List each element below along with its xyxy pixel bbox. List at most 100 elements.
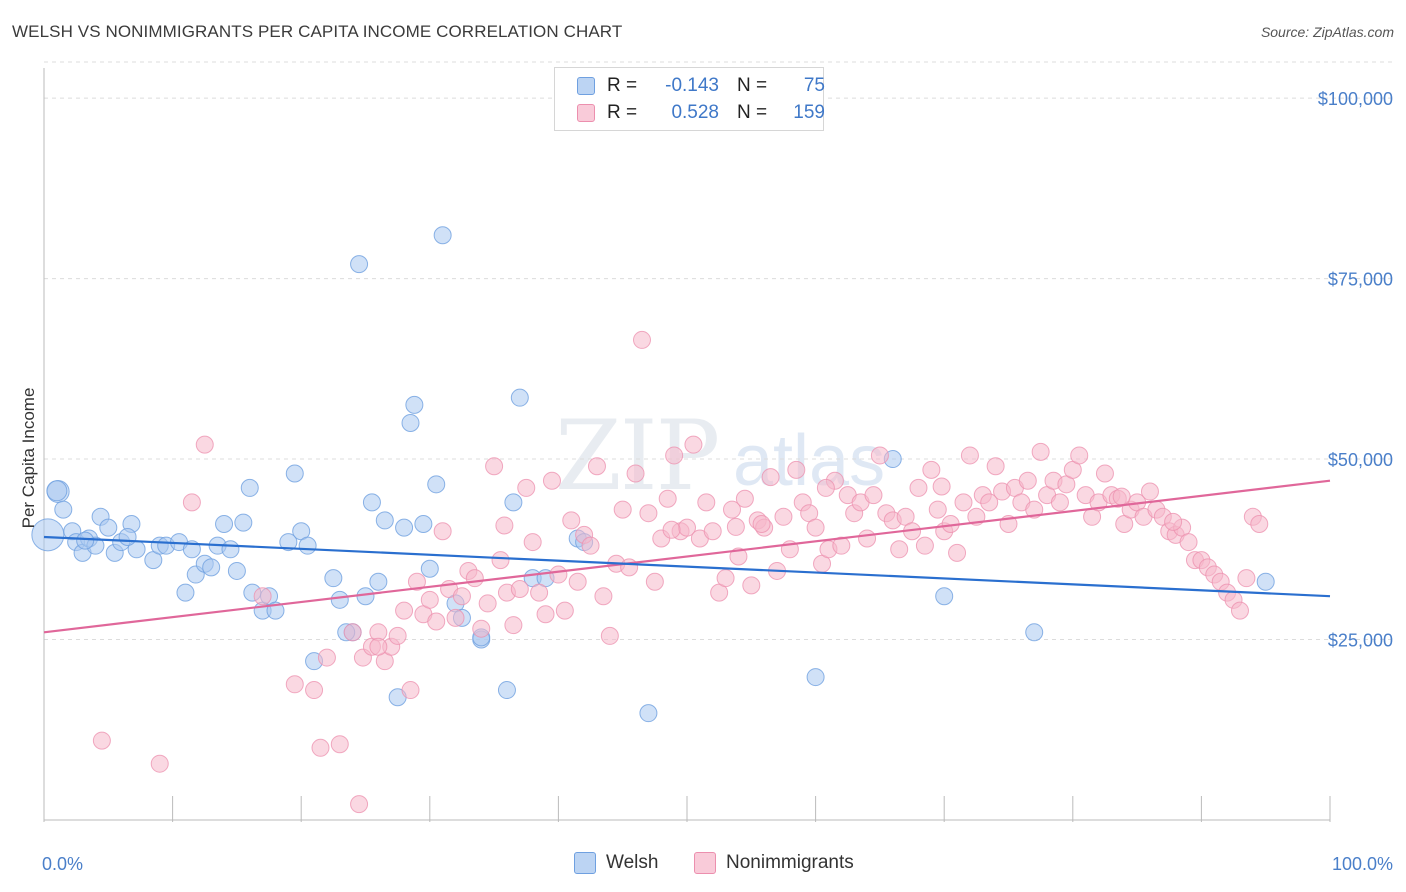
nonimmigrants-point xyxy=(806,518,825,537)
legend-item-nonimmigrants: Nonimmigrants xyxy=(694,852,854,874)
nonimmigrants-point xyxy=(343,623,362,642)
nonimmigrants-point xyxy=(1164,512,1183,531)
welsh-point xyxy=(369,572,388,591)
welsh-point xyxy=(350,255,369,274)
nonimmigrants-point xyxy=(530,583,549,602)
nonimmigrants-point xyxy=(420,590,439,609)
nonimmigrants-point xyxy=(1031,442,1050,461)
nonimmigrants-point xyxy=(858,529,877,548)
welsh-point xyxy=(176,583,195,602)
x-tick-label: 0.0% xyxy=(42,854,83,874)
nonimmigrants-point xyxy=(452,587,471,606)
legend-n-label: N = xyxy=(737,75,768,96)
nonimmigrants-point xyxy=(1179,533,1198,552)
source-credit: Source: ZipAtlas.com xyxy=(1260,24,1394,40)
welsh-point xyxy=(227,561,246,580)
welsh-point xyxy=(504,493,523,512)
nonimmigrants-point xyxy=(523,533,542,552)
nonimmigrants-point xyxy=(1050,493,1069,512)
nonimmigrants-point xyxy=(485,457,504,476)
welsh-point xyxy=(362,493,381,512)
stats-legend: R = -0.143 N = 75 R = 0.528 N = 159 xyxy=(554,67,825,131)
nonimmigrants-trend-line xyxy=(43,479,1331,634)
nonimmigrants-point xyxy=(832,536,851,555)
y-tick-label: $75,000 xyxy=(1328,270,1393,290)
welsh-point xyxy=(234,513,253,532)
nonimmigrants-point xyxy=(787,460,806,479)
nonimmigrants-point xyxy=(407,572,426,591)
welsh-point xyxy=(118,528,137,547)
nonimmigrants-point xyxy=(909,478,928,497)
nonimmigrants-point xyxy=(465,569,484,588)
legend-n-value: 159 xyxy=(793,102,825,123)
nonimmigrants-point xyxy=(427,612,446,631)
nonimmigrants-point xyxy=(350,795,369,814)
nonimmigrants-point xyxy=(1140,482,1159,501)
nonimmigrants-point xyxy=(1025,500,1044,519)
nonimmigrants-point xyxy=(774,507,793,526)
nonimmigrants-point xyxy=(433,522,452,541)
nonimmigrants-point xyxy=(915,536,934,555)
welsh-point xyxy=(375,511,394,530)
nonimmigrants-point xyxy=(504,616,523,635)
welsh-trend-line xyxy=(43,535,1331,598)
welsh-point xyxy=(221,540,240,559)
y-tick-label: $50,000 xyxy=(1328,450,1393,470)
welsh-point xyxy=(1025,623,1044,642)
nonimmigrants-point xyxy=(536,605,555,624)
nonimmigrants-point xyxy=(587,457,606,476)
nonimmigrants-point xyxy=(697,493,716,512)
welsh-legend-swatch xyxy=(574,852,596,874)
nonimmigrants-point xyxy=(182,493,201,512)
nonimmigrants-point xyxy=(816,478,835,497)
nonimmigrants-point xyxy=(1250,515,1269,534)
nonimmigrants-point xyxy=(928,500,947,519)
nonimmigrants-point xyxy=(613,500,632,519)
welsh-swatch xyxy=(577,77,595,95)
nonimmigrants-legend-label: Nonimmigrants xyxy=(726,852,854,873)
nonimmigrants-point xyxy=(632,330,651,349)
nonimmigrants-point xyxy=(542,471,561,490)
nonimmigrants-point xyxy=(478,594,497,613)
nonimmigrants-point xyxy=(723,500,742,519)
y-tick-label: $25,000 xyxy=(1328,631,1393,651)
welsh-point xyxy=(215,515,234,534)
welsh-point xyxy=(202,558,221,577)
trend-lines xyxy=(43,479,1331,634)
nonimmigrants-point xyxy=(92,731,111,750)
nonimmigrants-point xyxy=(1237,569,1256,588)
welsh-point xyxy=(401,413,420,432)
nonimmigrants-legend-swatch xyxy=(694,852,716,874)
nonimmigrants-point xyxy=(703,522,722,541)
nonimmigrants-point xyxy=(1070,446,1089,465)
legend-r-value: 0.528 xyxy=(671,102,719,123)
nonimmigrants-point xyxy=(716,569,735,588)
nonimmigrants-point xyxy=(735,489,754,508)
series-legend: Welsh Nonimmigrants xyxy=(0,852,1406,878)
welsh-legend-label: Welsh xyxy=(606,852,659,873)
nonimmigrants-point xyxy=(472,619,491,638)
nonimmigrants-point xyxy=(752,515,771,534)
nonimmigrants-point xyxy=(954,493,973,512)
nonimmigrants-point xyxy=(1018,471,1037,490)
nonimmigrants-point xyxy=(150,754,169,773)
nonimmigrants-point xyxy=(890,540,909,559)
nonimmigrant-points xyxy=(92,330,1269,814)
nonimmigrants-point xyxy=(986,457,1005,476)
nonimmigrants-point xyxy=(662,520,681,539)
chart-title: WELSH VS NONIMMIGRANTS PER CAPITA INCOME… xyxy=(12,22,623,41)
legend-row-nonimmigrants: R = 0.528 N = 159 xyxy=(577,101,825,125)
welsh-point xyxy=(639,704,658,723)
nonimmigrants-point xyxy=(446,608,465,627)
nonimmigrants-point xyxy=(922,460,941,479)
nonimmigrants-point xyxy=(395,601,414,620)
nonimmigrants-swatch xyxy=(577,104,595,122)
welsh-points xyxy=(31,226,1275,723)
legend-item-welsh: Welsh xyxy=(574,852,658,874)
axes xyxy=(43,68,1331,822)
welsh-point xyxy=(806,668,825,687)
welsh-point xyxy=(285,464,304,483)
nonimmigrants-point xyxy=(195,435,214,454)
nonimmigrants-point xyxy=(317,648,336,667)
